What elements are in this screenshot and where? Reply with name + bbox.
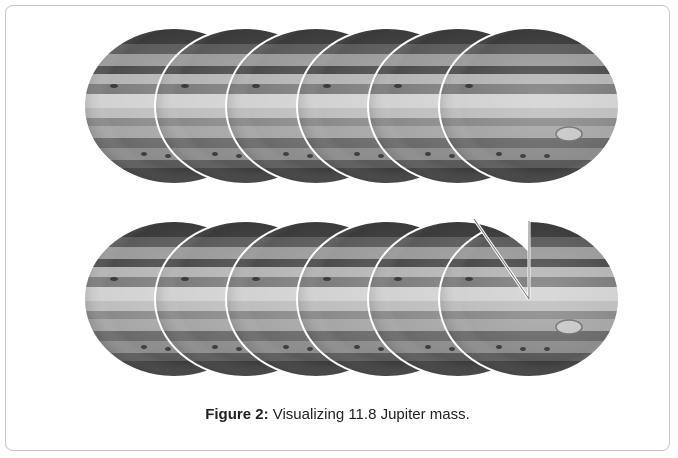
row-1-planets [84, 28, 619, 184]
figure-caption: Figure 2: Visualizing 11.8 Jupiter mass. [6, 406, 669, 423]
jupiter-illustration [6, 6, 671, 452]
figure-label: Figure 2: [205, 406, 269, 423]
partial-jupiter-planet [439, 218, 619, 377]
row-2-planets [84, 218, 619, 377]
figure-frame: Figure 2: Visualizing 11.8 Jupiter mass. [5, 5, 670, 451]
jupiter-planet [439, 28, 619, 184]
figure-caption-text: Visualizing 11.8 Jupiter mass. [268, 406, 470, 423]
